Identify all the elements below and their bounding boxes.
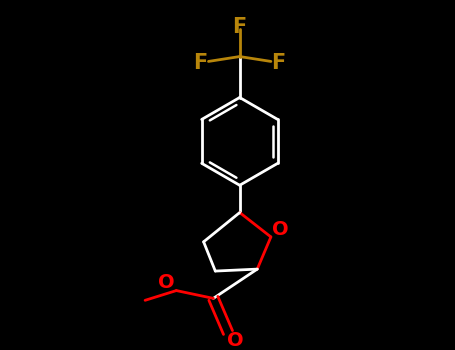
Text: O: O	[273, 220, 289, 239]
Text: O: O	[158, 273, 175, 292]
Text: F: F	[193, 54, 208, 74]
Text: F: F	[233, 17, 247, 37]
Text: O: O	[228, 331, 244, 350]
Text: F: F	[272, 54, 286, 74]
